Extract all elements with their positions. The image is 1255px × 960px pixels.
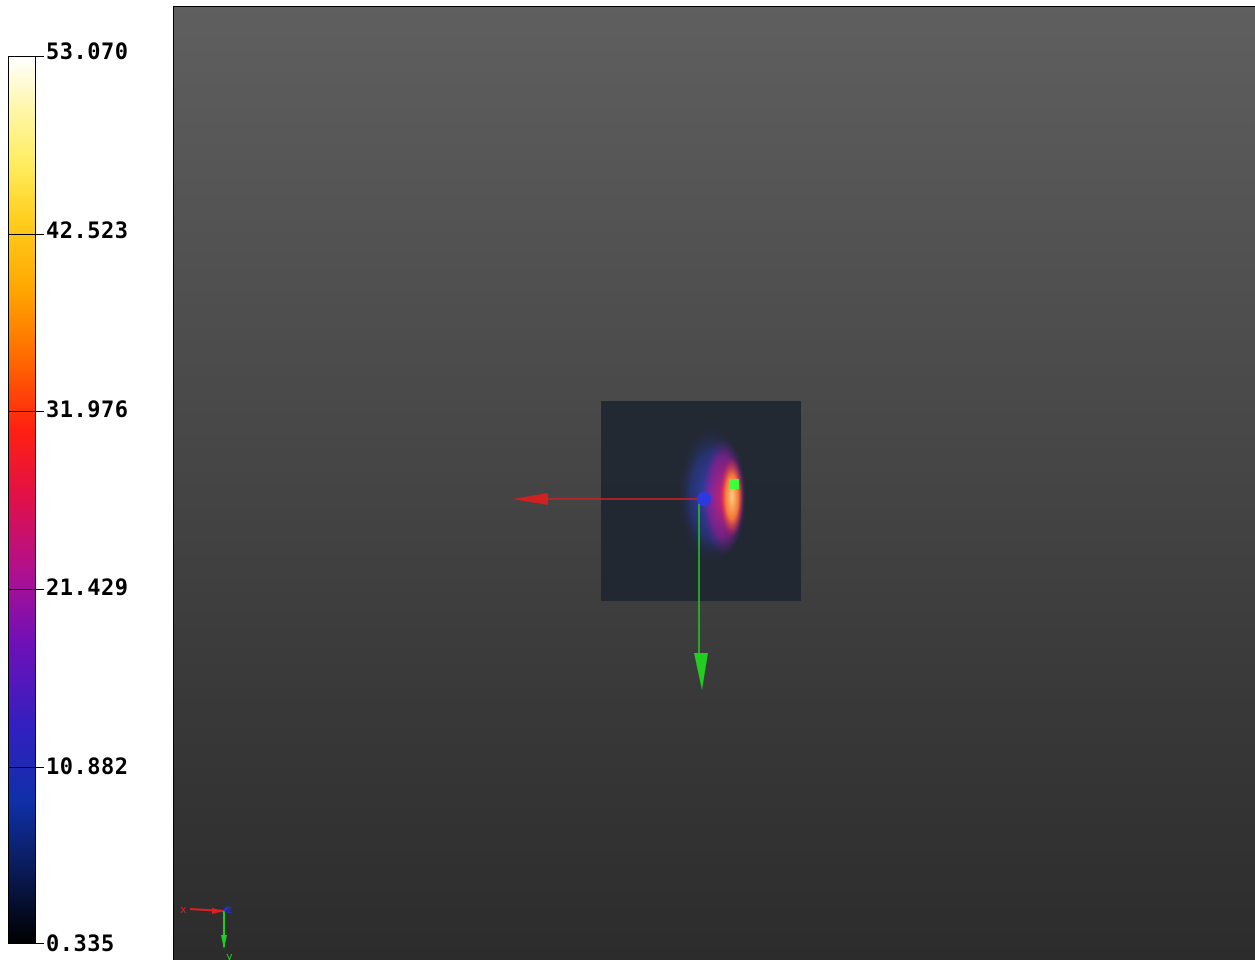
z-arrow-origin (697, 492, 711, 506)
triad-x-head (212, 908, 224, 914)
colorbar-tick-4 (8, 767, 44, 768)
heat-blob-core (720, 457, 744, 537)
colorbar-tick-label: 21.429 (46, 576, 129, 601)
colorbar-panel: 53.070 42.523 31.976 21.429 10.882 0.335 (0, 0, 173, 960)
scene-svg: x y z (180, 401, 801, 960)
colorbar-tick-label: 0.335 (46, 932, 115, 957)
colorbar-tick-label: 10.882 (46, 755, 129, 780)
orientation-triad: x y z (180, 903, 233, 960)
probe-marker[interactable] (729, 479, 739, 489)
triad-y-head (221, 935, 227, 949)
colorbar-tick-1 (8, 234, 44, 235)
colorbar-gradient (8, 56, 36, 944)
triad-z-axis (222, 905, 230, 913)
triad-z-label: z (226, 903, 233, 916)
colorbar-tick-5 (8, 943, 44, 944)
x-arrow-head (512, 493, 548, 505)
colorbar-tick-label: 42.523 (46, 219, 129, 244)
colorbar-tick-3 (8, 589, 44, 590)
colorbar-tick-label: 53.070 (46, 40, 129, 65)
colorbar-tick-label: 31.976 (46, 398, 129, 423)
y-arrow-head (694, 653, 708, 690)
3d-viewport[interactable]: x y z (173, 6, 1255, 960)
triad-x-label: x (180, 903, 187, 916)
triad-y-label: y (226, 950, 233, 960)
colorbar-tick-2 (8, 411, 44, 412)
colorbar-tick-0 (8, 56, 44, 57)
